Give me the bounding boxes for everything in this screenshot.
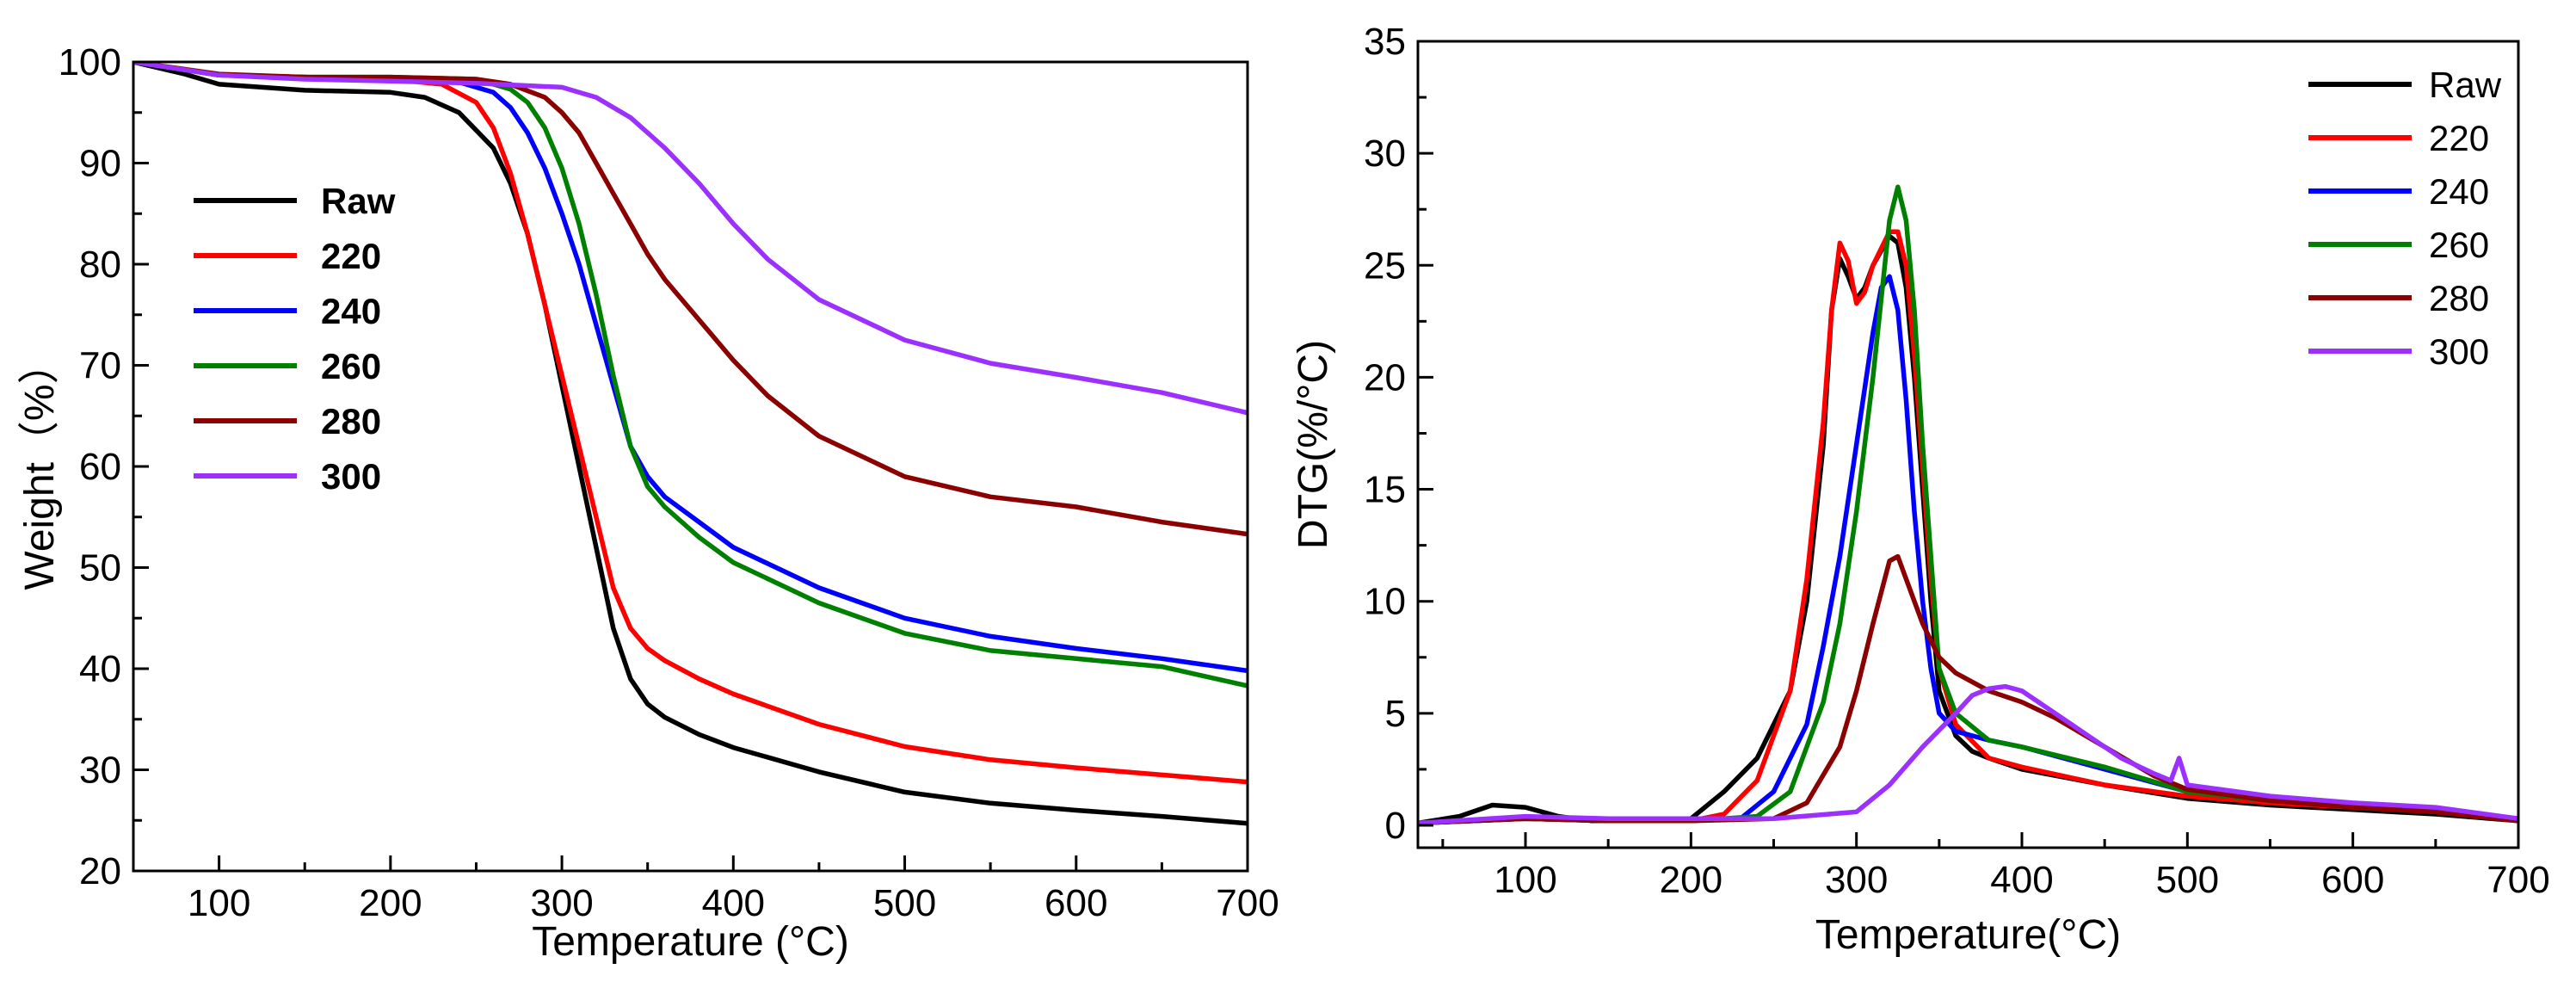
y-tick-label: 15 [1364,469,1406,511]
x-tick-label: 500 [2156,859,2219,901]
y-tick-label: 100 [59,41,121,83]
y-tick-label: 60 [79,446,121,488]
x-tick-label: 300 [1825,859,1888,901]
y-tick-label: 30 [1364,133,1406,175]
y-tick-label: 40 [79,648,121,690]
y-tick-label: 35 [1364,21,1406,63]
x-tick-label: 400 [702,882,765,924]
tga-weight-chart: 100 200 300 400 500 600 700 20 30 40 50 60 70 80 90 100… [17,41,1279,965]
x-tick-label: 700 [2487,859,2549,901]
y-tick-label: 70 [79,345,121,387]
y-tick-label: 5 [1385,693,1406,735]
legend-label-260: 260 [2429,225,2489,265]
y-axis-title: Weight（%） [17,343,63,590]
x-tick-label: 200 [1660,859,1722,901]
legend-label-260: 260 [321,346,381,386]
legend-label-280: 280 [2429,278,2489,318]
legend-label-300: 300 [321,456,381,497]
series-line-280 [1418,553,2518,826]
legend-label-240: 240 [2429,171,2489,212]
legend: Raw 220 240 260 280 300 [194,181,396,497]
x-tick-label: 200 [359,882,422,924]
x-tick-label: 600 [1045,882,1107,924]
legend-label-280: 280 [321,401,381,441]
legend-label-300: 300 [2429,331,2489,372]
series-group [1418,184,2518,826]
y-tick-label: 25 [1364,244,1406,287]
y-tick-label: 30 [79,750,121,792]
legend-label-220: 220 [321,236,381,276]
legend-label-220: 220 [2429,118,2489,158]
series-line-240 [1418,274,2518,826]
x-tick-label: 700 [1216,882,1279,924]
series-line-300 [133,62,1248,416]
series-line-280 [133,62,1248,537]
x-tick-label: 300 [530,882,593,924]
series-line-260 [133,62,1248,688]
series-line-Raw [133,62,1248,826]
y-tick-label: 10 [1364,581,1406,623]
y-tick-label: 20 [1364,356,1406,398]
legend: Raw 220 240 260 280 300 [2308,65,2502,372]
y-tick-label: 50 [79,547,121,590]
legend-label-Raw: Raw [2429,65,2502,105]
series-line-260 [1418,184,2518,826]
y-tick-label: 90 [79,143,121,185]
x-axis-title: Temperature(°C) [1815,912,2121,958]
series-group [133,62,1248,826]
y-tick-label: 80 [79,244,121,286]
y-tick-label: 0 [1385,805,1406,847]
dtg-chart: 100 200 300 400 500 600 700 0 5 10 15 20 25 30 35 Tempe… [1291,21,2550,958]
plot-frame [132,60,1249,873]
x-tick-label: 100 [1494,859,1556,901]
legend-label-240: 240 [321,291,381,331]
x-axis-title: Temperature (°C) [532,919,849,965]
y-axis-title: DTG(%/°C) [1291,340,1336,549]
x-tick-label: 600 [2321,859,2384,901]
x-tick-label: 100 [188,882,250,924]
plot-frame [1416,40,2520,849]
series-line-220 [133,62,1248,785]
x-tick-label: 400 [1990,859,2053,901]
legend-label-Raw: Raw [321,181,396,221]
series-line-240 [133,62,1248,674]
x-tick-label: 500 [873,882,936,924]
y-tick-label: 20 [79,850,121,892]
series-line-300 [1418,683,2518,826]
